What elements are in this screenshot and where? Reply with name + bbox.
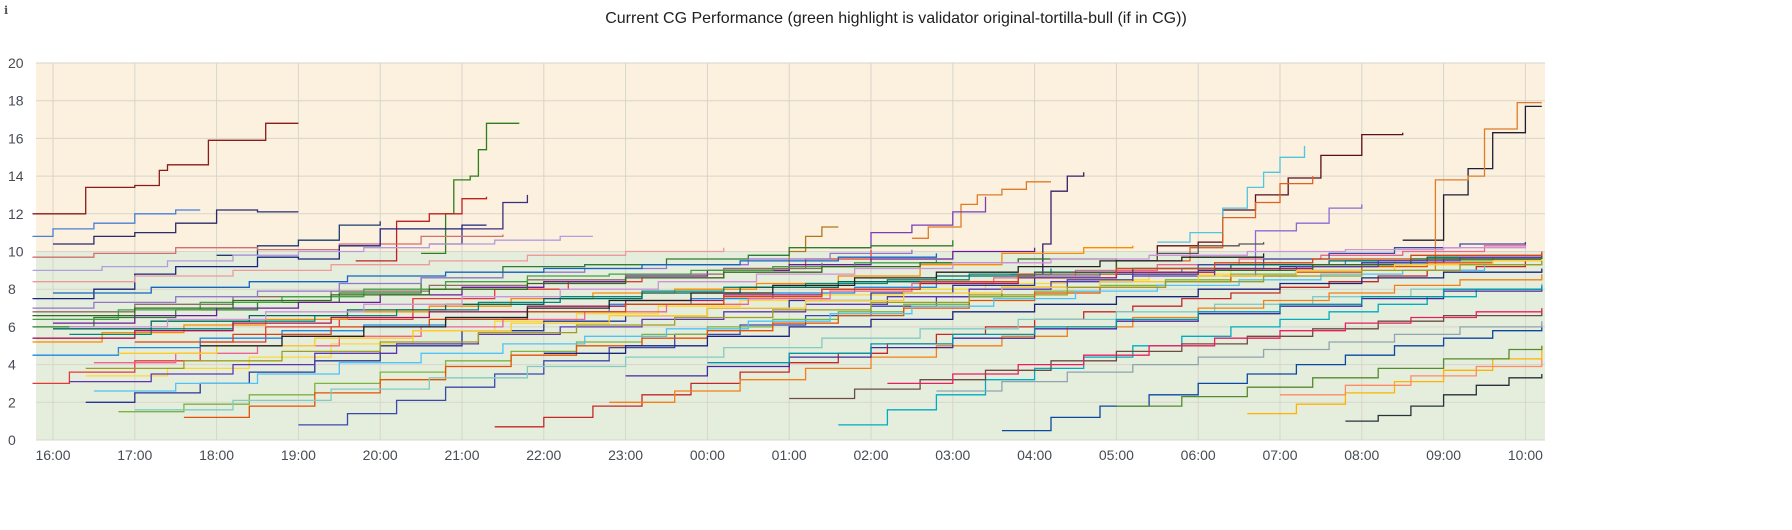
x-tick-label-6: 22:00 [526, 447, 561, 463]
series-line-44 [32, 247, 725, 283]
series-line-53 [134, 283, 1543, 411]
series-line-1 [421, 122, 520, 255]
series-line-19 [32, 224, 487, 300]
x-tick-label-3: 19:00 [281, 447, 316, 463]
y-tick-label-10: 20 [8, 55, 24, 71]
series-line-60 [936, 321, 1543, 392]
series-lines [32, 101, 1543, 432]
series-line-59 [1116, 345, 1543, 407]
x-tick-label-8: 00:00 [690, 447, 725, 463]
x-tick-label-9: 01:00 [772, 447, 807, 463]
series-line-36 [1345, 374, 1543, 422]
series-line-29 [32, 259, 938, 321]
x-tick-label-1: 17:00 [117, 447, 152, 463]
series-line-5 [1157, 145, 1306, 243]
series-line-61 [1280, 358, 1543, 396]
series-line-12 [216, 221, 381, 256]
y-tick-label-9: 18 [8, 93, 24, 109]
series-line-10 [32, 209, 201, 238]
y-axis: 0 2 4 6 8 10 12 14 16 18 20 [8, 55, 24, 448]
x-tick-label-10: 02:00 [853, 447, 888, 463]
y-tick-label-2: 4 [8, 357, 16, 373]
series-line-18 [1116, 242, 1265, 262]
y-tick-label-1: 2 [8, 394, 16, 410]
series-line-7 [1402, 105, 1542, 241]
series-line-62 [543, 268, 1543, 354]
series-line-9 [830, 196, 987, 249]
series-line-48 [53, 253, 938, 294]
series-line-17 [1222, 204, 1363, 277]
x-tick-label-7: 23:00 [608, 447, 643, 463]
panel-title[interactable]: Current CG Performance (green highlight … [605, 10, 1187, 27]
series-line-16 [32, 234, 504, 258]
series-line-56 [707, 285, 1543, 364]
y-tick-label-0: 0 [8, 432, 16, 448]
series-line-2 [911, 181, 1051, 239]
series-line-31 [32, 249, 913, 309]
series-line-8 [1402, 101, 1542, 272]
y-tick-label-8: 16 [8, 130, 24, 146]
y-tick-label-3: 6 [8, 319, 16, 335]
x-tick-label-4: 20:00 [363, 447, 398, 463]
series-line-39 [32, 235, 593, 272]
series-line-0 [32, 122, 299, 215]
x-tick-label-2: 18:00 [199, 447, 234, 463]
x-axis: 16:00 17:00 18:00 19:00 20:00 21:00 22:00 23:00… [35, 447, 1543, 463]
x-tick-label-5: 21:00 [444, 447, 479, 463]
x-tick-label-0: 16:00 [35, 447, 70, 463]
x-tick-label-13: 05:00 [1099, 447, 1134, 463]
x-tick-label-15: 07:00 [1262, 447, 1297, 463]
series-line-22 [32, 245, 1134, 343]
series-line-35 [1001, 325, 1543, 432]
series-line-50 [85, 260, 1543, 370]
y-tick-label-4: 8 [8, 281, 16, 297]
x-tick-label-11: 03:00 [935, 447, 970, 463]
x-tick-label-16: 08:00 [1344, 447, 1379, 463]
series-line-11 [53, 209, 299, 245]
series-line-52 [69, 245, 1527, 328]
series-line-58 [887, 308, 1543, 385]
panel-info-icon[interactable]: i [4, 4, 9, 17]
x-tick-label-18: 10:00 [1508, 447, 1543, 463]
x-tick-label-14: 06:00 [1181, 447, 1216, 463]
series-line-45 [93, 260, 1543, 392]
series-line-6 [1149, 176, 1314, 262]
x-tick-label-17: 09:00 [1426, 447, 1461, 463]
series-line-51 [200, 253, 1265, 347]
x-tick-label-12: 04:00 [1017, 447, 1052, 463]
series-line-34 [838, 285, 1543, 426]
y-tick-label-5: 10 [8, 244, 24, 260]
y-tick-label-7: 14 [8, 168, 24, 184]
y-tick-label-6: 12 [8, 206, 24, 222]
